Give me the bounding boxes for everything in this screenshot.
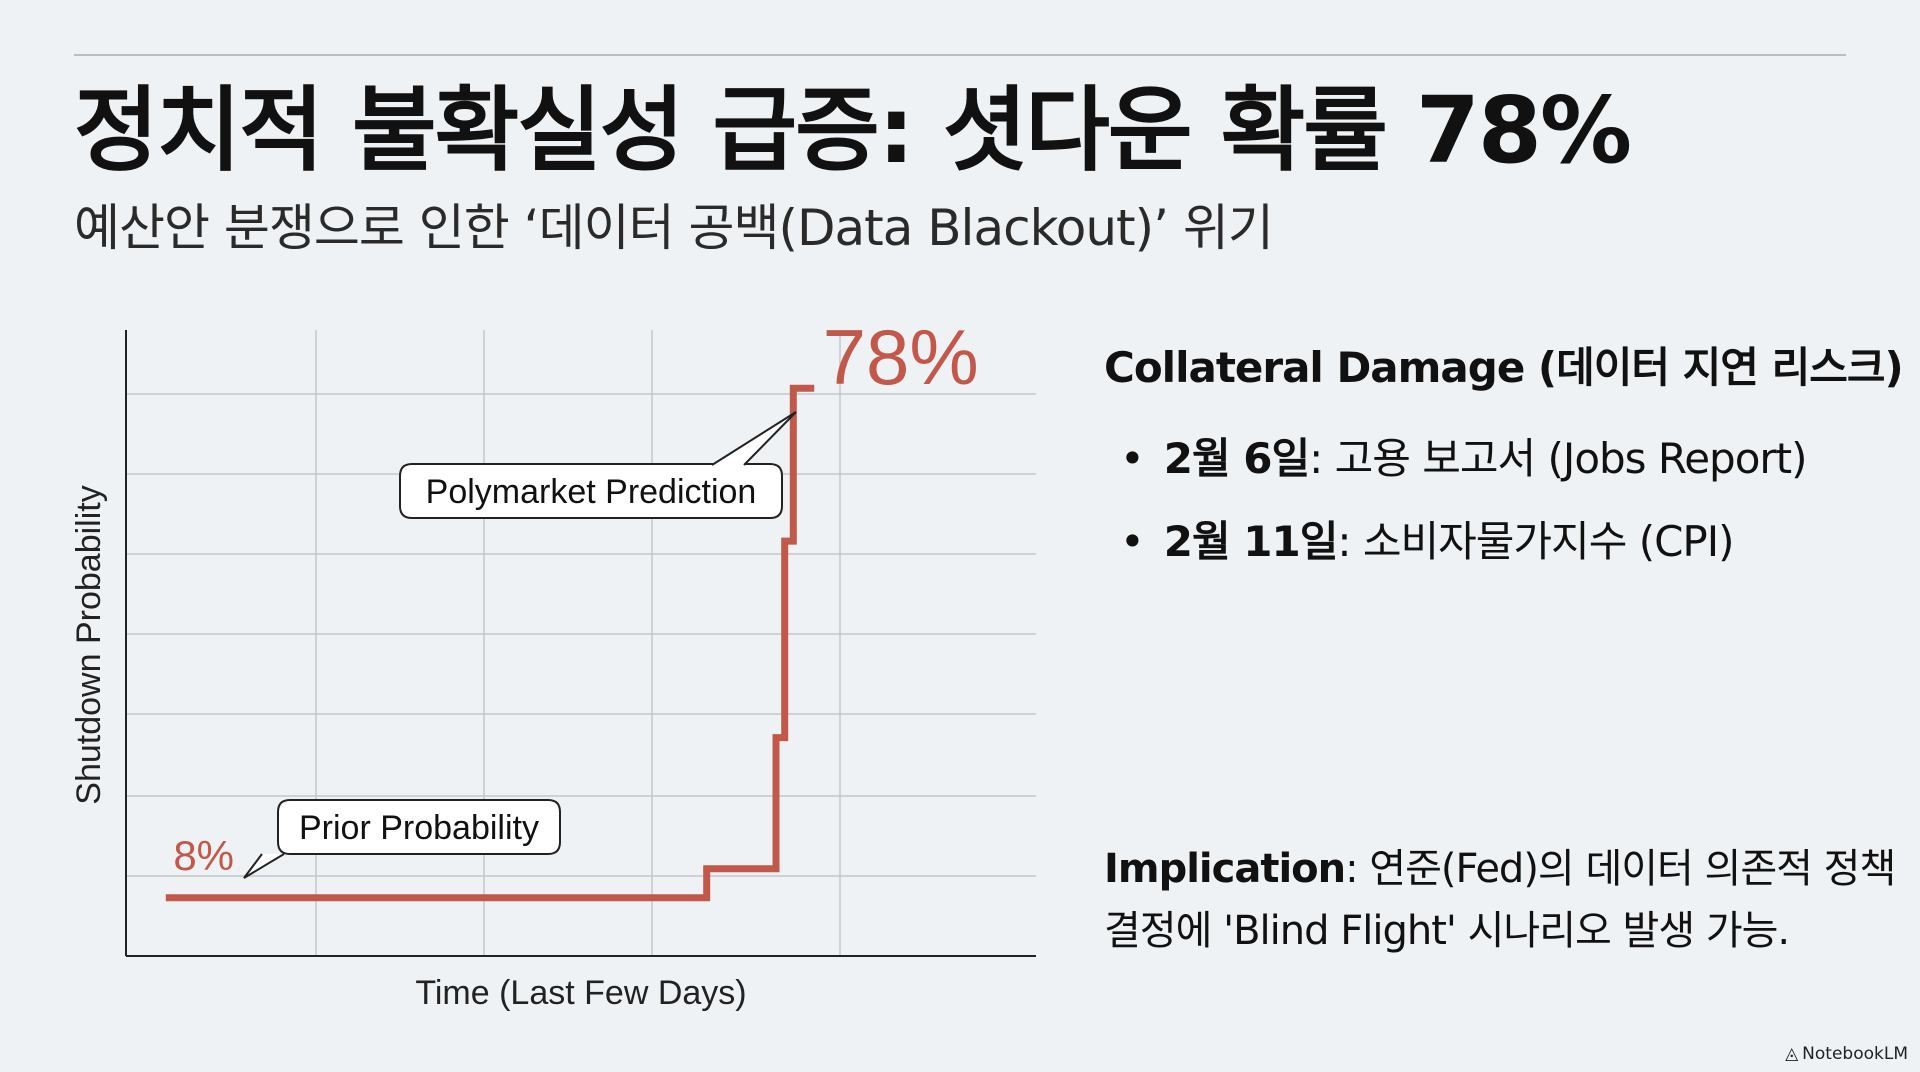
top-divider — [74, 54, 1846, 56]
notebooklm-icon: ◬ — [1785, 1044, 1799, 1064]
end-value-label: 78% — [823, 313, 979, 401]
shutdown-probability-line — [165, 384, 815, 902]
list-item: 2월 6일: 고용 보고서 (Jobs Report) — [1120, 425, 1884, 486]
list-item-date: 2월 6일 — [1163, 434, 1310, 483]
polymarket-prediction-callout: Polymarket Prediction — [399, 411, 797, 519]
risk-list: 2월 6일: 고용 보고서 (Jobs Report) 2월 11일: 소비자물… — [1120, 425, 1884, 569]
page-subtitle: 예산안 분쟁으로 인한 ‘데이터 공백(Data Blackout)’ 위기 — [74, 199, 1274, 257]
collateral-damage-panel: Collateral Damage (데이터 지연 리스크) 2월 6일: 고용… — [1104, 334, 1904, 591]
chart-grid — [126, 330, 1036, 956]
implication-text: : 연준(Fed)의 데이터 의존적 정책 결정에 'Blind Flight'… — [1104, 846, 1896, 954]
callout-pointer — [243, 853, 285, 879]
start-value-label: 8% — [173, 832, 234, 879]
polymarket-prediction-label: Polymarket Prediction — [426, 473, 757, 511]
prior-probability-label: Prior Probability — [299, 809, 539, 847]
list-item-date: 2월 11일 — [1163, 517, 1339, 566]
panel-heading: Collateral Damage (데이터 지연 리스크) — [1104, 343, 1904, 392]
list-item-text: : 고용 보고서 (Jobs Report) — [1309, 434, 1807, 483]
brand-name: NotebookLM — [1802, 1044, 1908, 1064]
x-axis-label: Time (Last Few Days) — [415, 974, 746, 1012]
implication-label: Implication — [1104, 846, 1346, 892]
callout-pointer — [711, 411, 797, 466]
implication-note: Implication: 연준(Fed)의 데이터 의존적 정책 결정에 'Bl… — [1104, 838, 1904, 962]
brand-footer: ◬ NotebookLM — [1785, 1044, 1908, 1064]
prior-probability-callout: Prior Probability — [243, 799, 561, 879]
page-title: 정치적 불확실성 급증: 셧다운 확률 78% — [74, 77, 1632, 184]
list-item: 2월 11일: 소비자물가지수 (CPI) — [1120, 508, 1884, 569]
y-axis-label: Shutdown Probability — [70, 485, 108, 804]
list-item-text: : 소비자물가지수 (CPI) — [1337, 517, 1734, 566]
